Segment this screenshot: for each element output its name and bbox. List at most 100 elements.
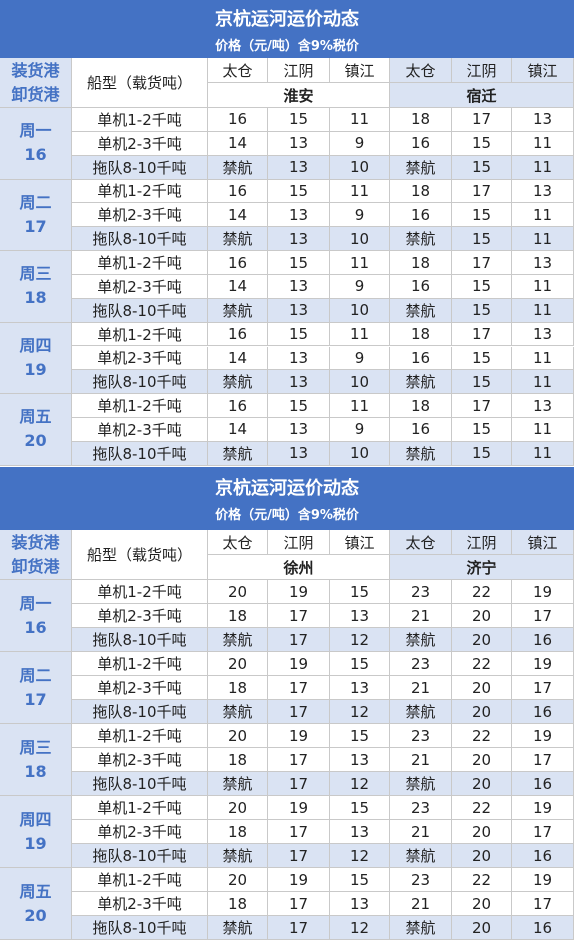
price-cell: 11 (512, 131, 574, 156)
price-cell: 16 (512, 628, 574, 652)
port-header: 镇江 (330, 530, 390, 555)
price-cell: 禁航 (208, 700, 268, 724)
price-cell: 15 (268, 251, 330, 275)
price-cell: 13 (268, 441, 330, 466)
price-cell: 11 (512, 418, 574, 442)
price-cell: 20 (452, 628, 512, 652)
price-cell: 9 (330, 346, 390, 371)
price-cell: 13 (268, 203, 330, 228)
price-cell: 15 (268, 322, 330, 347)
price-cell: 20 (452, 700, 512, 724)
price-cell: 10 (330, 155, 390, 180)
price-cell: 禁航 (390, 227, 452, 252)
price-cell: 20 (208, 868, 268, 892)
price-cell: 19 (512, 796, 574, 820)
ship-type: 拖队8-10千吨 (72, 916, 208, 940)
price-cell: 禁航 (390, 772, 452, 796)
price-cell: 15 (452, 298, 512, 323)
price-cell: 禁航 (208, 844, 268, 868)
price-cell: 19 (512, 868, 574, 892)
price-cell: 15 (268, 179, 330, 204)
price-cell: 禁航 (208, 772, 268, 796)
price-cell: 12 (330, 700, 390, 724)
table-subtitle: 价格（元/吨）含9%税价 (215, 508, 359, 523)
table-header: 京杭运河运价动态 价格（元/吨）含9%税价 (0, 0, 574, 58)
price-cell: 14 (208, 346, 268, 371)
price-cell: 21 (390, 604, 452, 628)
price-cell: 17 (268, 820, 330, 844)
day-label: 周三 (19, 737, 52, 757)
price-cell: 13 (268, 274, 330, 299)
ship-type: 拖队8-10千吨 (72, 370, 208, 395)
price-cell: 20 (452, 892, 512, 916)
ship-type: 单机1-2千吨 (72, 796, 208, 820)
price-cell: 禁航 (390, 700, 452, 724)
price-cell: 12 (330, 628, 390, 652)
price-cell: 15 (330, 580, 390, 604)
ship-type: 拖队8-10千吨 (72, 772, 208, 796)
price-cell: 15 (330, 724, 390, 748)
price-cell: 11 (512, 370, 574, 395)
price-cell: 17 (452, 394, 512, 419)
price-cell: 15 (452, 346, 512, 371)
price-cell: 22 (452, 652, 512, 676)
price-cell: 15 (452, 203, 512, 228)
day-label: 周一 (19, 121, 52, 141)
price-cell: 17 (268, 916, 330, 940)
price-cell: 9 (330, 203, 390, 228)
price-cell: 13 (268, 418, 330, 442)
price-cell: 10 (330, 441, 390, 466)
ship-type: 单机2-3千吨 (72, 676, 208, 700)
price-cell: 18 (390, 251, 452, 275)
day-date: 19 (24, 833, 47, 853)
price-cell: 15 (452, 227, 512, 252)
ship-type: 单机1-2千吨 (72, 868, 208, 892)
price-cell: 10 (330, 298, 390, 323)
price-cell: 禁航 (390, 155, 452, 180)
price-cell: 14 (208, 274, 268, 299)
price-cell: 禁航 (208, 441, 268, 466)
price-cell: 13 (268, 370, 330, 395)
price-cell: 13 (512, 394, 574, 419)
port-header: 江阴 (268, 58, 330, 83)
price-cell: 禁航 (208, 227, 268, 252)
day-label: 周二 (19, 192, 52, 212)
price-cell: 16 (512, 772, 574, 796)
price-cell: 18 (208, 820, 268, 844)
price-cell: 20 (208, 652, 268, 676)
ship-type: 拖队8-10千吨 (72, 155, 208, 180)
corner-label: 装货港 (11, 532, 60, 552)
day-date: 17 (24, 689, 47, 709)
price-cell: 17 (268, 676, 330, 700)
price-cell: 20 (452, 820, 512, 844)
price-cell: 17 (452, 179, 512, 204)
price-cell: 禁航 (390, 628, 452, 652)
day-cell: 周四 19 (0, 796, 72, 868)
price-cell: 20 (452, 604, 512, 628)
price-cell: 19 (268, 580, 330, 604)
price-cell: 13 (330, 892, 390, 916)
price-cell: 13 (330, 676, 390, 700)
day-cell: 周一 16 (0, 580, 72, 652)
price-cell: 13 (268, 131, 330, 156)
port-header: 太仓 (208, 530, 268, 555)
price-cell: 19 (512, 724, 574, 748)
price-cell: 15 (452, 418, 512, 442)
price-cell: 15 (452, 370, 512, 395)
day-date: 18 (24, 761, 47, 781)
ship-type: 单机1-2千吨 (72, 394, 208, 419)
price-cell: 11 (512, 346, 574, 371)
price-cell: 12 (330, 844, 390, 868)
day-label: 周四 (19, 809, 52, 829)
price-cell: 17 (452, 322, 512, 347)
price-cell: 19 (268, 652, 330, 676)
price-cell: 13 (512, 251, 574, 275)
price-cell: 14 (208, 418, 268, 442)
price-cell: 禁航 (208, 298, 268, 323)
price-cell: 13 (330, 748, 390, 772)
ship-type: 单机2-3千吨 (72, 604, 208, 628)
price-cell: 11 (330, 179, 390, 204)
price-cell: 11 (512, 155, 574, 180)
day-label: 周三 (19, 264, 52, 284)
port-header: 镇江 (512, 530, 574, 555)
